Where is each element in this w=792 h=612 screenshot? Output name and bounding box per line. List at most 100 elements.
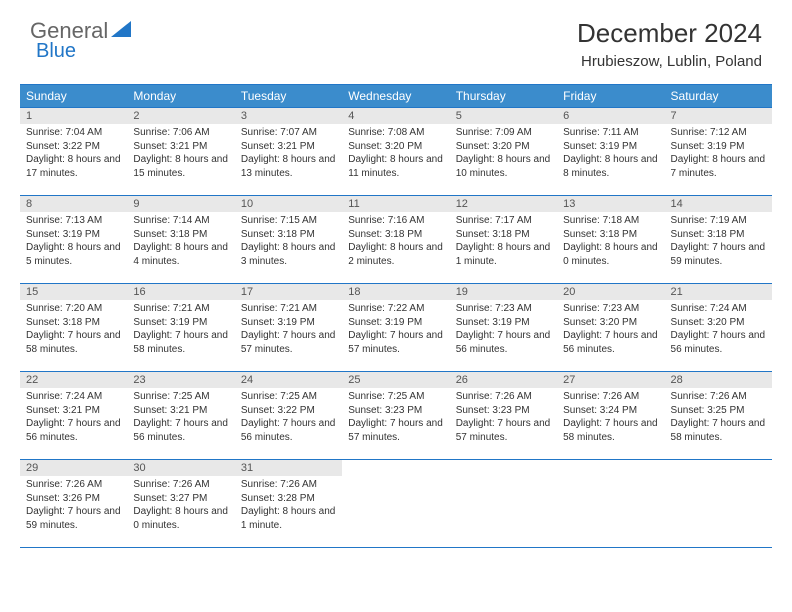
- day-info: Sunrise: 7:20 AMSunset: 3:18 PMDaylight:…: [20, 300, 127, 360]
- logo-triangle-icon: [111, 21, 131, 42]
- day-info: Sunrise: 7:07 AMSunset: 3:21 PMDaylight:…: [235, 124, 342, 184]
- weekday-header: Sunday: [20, 85, 127, 108]
- day-number: 31: [235, 460, 342, 476]
- calendar-table: SundayMondayTuesdayWednesdayThursdayFrid…: [20, 84, 772, 548]
- day-number: 19: [450, 284, 557, 300]
- calendar-cell: 17Sunrise: 7:21 AMSunset: 3:19 PMDayligh…: [235, 284, 342, 372]
- calendar-cell: 8Sunrise: 7:13 AMSunset: 3:19 PMDaylight…: [20, 196, 127, 284]
- calendar-cell: 14Sunrise: 7:19 AMSunset: 3:18 PMDayligh…: [665, 196, 772, 284]
- calendar-cell: 28Sunrise: 7:26 AMSunset: 3:25 PMDayligh…: [665, 372, 772, 460]
- day-info: Sunrise: 7:08 AMSunset: 3:20 PMDaylight:…: [342, 124, 449, 184]
- calendar-cell: 26Sunrise: 7:26 AMSunset: 3:23 PMDayligh…: [450, 372, 557, 460]
- calendar-cell: [342, 460, 449, 548]
- day-info: Sunrise: 7:17 AMSunset: 3:18 PMDaylight:…: [450, 212, 557, 272]
- calendar-cell: 11Sunrise: 7:16 AMSunset: 3:18 PMDayligh…: [342, 196, 449, 284]
- calendar-cell: 18Sunrise: 7:22 AMSunset: 3:19 PMDayligh…: [342, 284, 449, 372]
- calendar-cell: 23Sunrise: 7:25 AMSunset: 3:21 PMDayligh…: [127, 372, 234, 460]
- day-number: 23: [127, 372, 234, 388]
- day-info: Sunrise: 7:04 AMSunset: 3:22 PMDaylight:…: [20, 124, 127, 184]
- calendar-row: 29Sunrise: 7:26 AMSunset: 3:26 PMDayligh…: [20, 460, 772, 548]
- day-number: 20: [557, 284, 664, 300]
- day-info: Sunrise: 7:26 AMSunset: 3:28 PMDaylight:…: [235, 476, 342, 536]
- weekday-header: Wednesday: [342, 85, 449, 108]
- day-number: 27: [557, 372, 664, 388]
- day-info: Sunrise: 7:25 AMSunset: 3:21 PMDaylight:…: [127, 388, 234, 448]
- day-number: 3: [235, 108, 342, 124]
- day-info: Sunrise: 7:19 AMSunset: 3:18 PMDaylight:…: [665, 212, 772, 272]
- calendar-cell: 7Sunrise: 7:12 AMSunset: 3:19 PMDaylight…: [665, 108, 772, 196]
- calendar-body: 1Sunrise: 7:04 AMSunset: 3:22 PMDaylight…: [20, 108, 772, 548]
- day-info: Sunrise: 7:26 AMSunset: 3:26 PMDaylight:…: [20, 476, 127, 536]
- location-text: Hrubieszow, Lublin, Poland: [577, 53, 762, 70]
- title-block: December 2024 Hrubieszow, Lublin, Poland: [577, 18, 762, 70]
- day-number: 15: [20, 284, 127, 300]
- day-info: Sunrise: 7:16 AMSunset: 3:18 PMDaylight:…: [342, 212, 449, 272]
- day-info: Sunrise: 7:09 AMSunset: 3:20 PMDaylight:…: [450, 124, 557, 184]
- day-info: Sunrise: 7:23 AMSunset: 3:20 PMDaylight:…: [557, 300, 664, 360]
- day-number: 6: [557, 108, 664, 124]
- day-info: Sunrise: 7:24 AMSunset: 3:21 PMDaylight:…: [20, 388, 127, 448]
- calendar-cell: 30Sunrise: 7:26 AMSunset: 3:27 PMDayligh…: [127, 460, 234, 548]
- day-number: 11: [342, 196, 449, 212]
- day-number: 10: [235, 196, 342, 212]
- calendar-cell: 19Sunrise: 7:23 AMSunset: 3:19 PMDayligh…: [450, 284, 557, 372]
- calendar-cell: [557, 460, 664, 548]
- day-info: Sunrise: 7:24 AMSunset: 3:20 PMDaylight:…: [665, 300, 772, 360]
- calendar-row: 22Sunrise: 7:24 AMSunset: 3:21 PMDayligh…: [20, 372, 772, 460]
- calendar-cell: 12Sunrise: 7:17 AMSunset: 3:18 PMDayligh…: [450, 196, 557, 284]
- day-number: 12: [450, 196, 557, 212]
- calendar-cell: 20Sunrise: 7:23 AMSunset: 3:20 PMDayligh…: [557, 284, 664, 372]
- day-number: 25: [342, 372, 449, 388]
- day-number: 21: [665, 284, 772, 300]
- day-info: Sunrise: 7:25 AMSunset: 3:23 PMDaylight:…: [342, 388, 449, 448]
- day-info: Sunrise: 7:15 AMSunset: 3:18 PMDaylight:…: [235, 212, 342, 272]
- day-number: 17: [235, 284, 342, 300]
- day-number: 5: [450, 108, 557, 124]
- day-info: Sunrise: 7:06 AMSunset: 3:21 PMDaylight:…: [127, 124, 234, 184]
- logo-text-blue: Blue: [36, 40, 76, 63]
- day-info: Sunrise: 7:18 AMSunset: 3:18 PMDaylight:…: [557, 212, 664, 272]
- calendar-head: SundayMondayTuesdayWednesdayThursdayFrid…: [20, 85, 772, 108]
- day-number: 22: [20, 372, 127, 388]
- weekday-header: Friday: [557, 85, 664, 108]
- calendar-cell: 21Sunrise: 7:24 AMSunset: 3:20 PMDayligh…: [665, 284, 772, 372]
- day-number: 28: [665, 372, 772, 388]
- day-info: Sunrise: 7:21 AMSunset: 3:19 PMDaylight:…: [235, 300, 342, 360]
- day-info: Sunrise: 7:13 AMSunset: 3:19 PMDaylight:…: [20, 212, 127, 272]
- day-number: 7: [665, 108, 772, 124]
- calendar-cell: 16Sunrise: 7:21 AMSunset: 3:19 PMDayligh…: [127, 284, 234, 372]
- calendar-cell: 25Sunrise: 7:25 AMSunset: 3:23 PMDayligh…: [342, 372, 449, 460]
- day-number: 16: [127, 284, 234, 300]
- calendar-cell: 22Sunrise: 7:24 AMSunset: 3:21 PMDayligh…: [20, 372, 127, 460]
- day-info: Sunrise: 7:22 AMSunset: 3:19 PMDaylight:…: [342, 300, 449, 360]
- weekday-header: Monday: [127, 85, 234, 108]
- day-info: Sunrise: 7:25 AMSunset: 3:22 PMDaylight:…: [235, 388, 342, 448]
- calendar-cell: 27Sunrise: 7:26 AMSunset: 3:24 PMDayligh…: [557, 372, 664, 460]
- day-number: 2: [127, 108, 234, 124]
- day-number: 24: [235, 372, 342, 388]
- calendar-cell: 15Sunrise: 7:20 AMSunset: 3:18 PMDayligh…: [20, 284, 127, 372]
- calendar-row: 15Sunrise: 7:20 AMSunset: 3:18 PMDayligh…: [20, 284, 772, 372]
- calendar-cell: 6Sunrise: 7:11 AMSunset: 3:19 PMDaylight…: [557, 108, 664, 196]
- day-number: 1: [20, 108, 127, 124]
- day-number: 26: [450, 372, 557, 388]
- weekday-header: Tuesday: [235, 85, 342, 108]
- day-info: Sunrise: 7:11 AMSunset: 3:19 PMDaylight:…: [557, 124, 664, 184]
- calendar-cell: 9Sunrise: 7:14 AMSunset: 3:18 PMDaylight…: [127, 196, 234, 284]
- weekday-header: Thursday: [450, 85, 557, 108]
- day-info: Sunrise: 7:12 AMSunset: 3:19 PMDaylight:…: [665, 124, 772, 184]
- day-info: Sunrise: 7:14 AMSunset: 3:18 PMDaylight:…: [127, 212, 234, 272]
- calendar-cell: 24Sunrise: 7:25 AMSunset: 3:22 PMDayligh…: [235, 372, 342, 460]
- day-number: 9: [127, 196, 234, 212]
- day-info: Sunrise: 7:21 AMSunset: 3:19 PMDaylight:…: [127, 300, 234, 360]
- day-info: Sunrise: 7:26 AMSunset: 3:24 PMDaylight:…: [557, 388, 664, 448]
- day-number: 4: [342, 108, 449, 124]
- calendar-cell: 10Sunrise: 7:15 AMSunset: 3:18 PMDayligh…: [235, 196, 342, 284]
- month-title: December 2024: [577, 18, 762, 49]
- calendar-cell: 1Sunrise: 7:04 AMSunset: 3:22 PMDaylight…: [20, 108, 127, 196]
- calendar-cell: [450, 460, 557, 548]
- day-info: Sunrise: 7:26 AMSunset: 3:25 PMDaylight:…: [665, 388, 772, 448]
- day-info: Sunrise: 7:26 AMSunset: 3:27 PMDaylight:…: [127, 476, 234, 536]
- day-info: Sunrise: 7:26 AMSunset: 3:23 PMDaylight:…: [450, 388, 557, 448]
- calendar-cell: 29Sunrise: 7:26 AMSunset: 3:26 PMDayligh…: [20, 460, 127, 548]
